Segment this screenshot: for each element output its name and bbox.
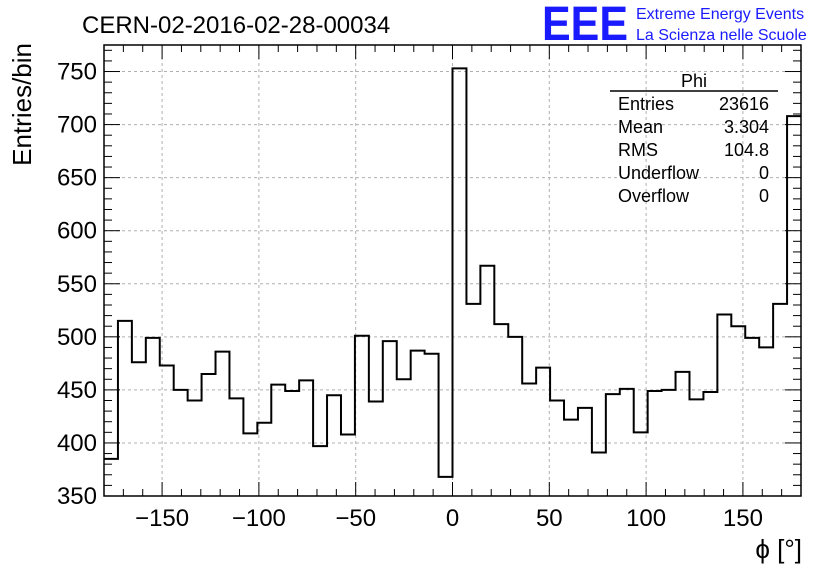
x-tick-label: 50 [536,505,563,532]
histogram-bins [104,68,801,496]
y-tick-label: 550 [57,271,97,298]
histogram-bin [174,390,188,496]
logo-mark: EEE [542,0,628,51]
histogram-bin [216,352,230,496]
histogram-bin [494,324,508,496]
x-tick-label: −100 [232,505,286,532]
histogram-bin [271,385,285,496]
y-tick-label: 400 [57,430,97,457]
histogram-bin [731,326,745,496]
histogram-bin [299,380,313,496]
histogram-bin [745,338,759,496]
stats-label: Underflow [618,163,700,183]
logo-line-1: Extreme Energy Events [636,6,804,23]
histogram-bin [285,391,299,496]
histogram-bin [787,116,801,496]
histogram-bin [620,389,634,496]
histogram-bin [439,477,453,496]
histogram-bin [662,390,676,496]
histogram-bin [592,452,606,496]
stats-value: 3.304 [724,117,769,137]
y-tick-labels: 350 400 450 500 550 600 650 700 750 [57,59,97,510]
y-tick-label: 600 [57,218,97,245]
histogram-line [104,67,801,478]
histogram-bin [132,362,146,496]
x-tick-labels: −150 −100 −50 0 50 100 150 [135,505,763,532]
histogram-bin [229,398,243,496]
stats-title: Phi [681,71,707,91]
histogram-bin [425,354,439,496]
stats-value: 23616 [719,94,769,114]
histogram-bin [689,399,703,496]
histogram-bin [202,374,216,496]
x-tick-label: 100 [626,505,666,532]
y-axis-title: Entries/bin [7,43,37,166]
histogram-bin [160,365,174,496]
y-tick-label: 750 [57,59,97,86]
x-tick-label: 0 [446,505,459,532]
histogram-bin [508,337,522,496]
histogram-bin [634,432,648,496]
histogram-bin [648,391,662,496]
stats-label: Mean [618,117,663,137]
histogram-bin [327,395,341,496]
stats-box: Phi Entries 23616 Mean 3.304 RMS 104.8 Underfl… [610,71,778,206]
histogram-bin [355,336,369,496]
histogram-bin [369,402,383,496]
histogram-bin [466,304,480,496]
stats-label: Entries [618,94,674,114]
stats-value: 0 [759,186,769,206]
histogram-bin [578,408,592,496]
x-axis-title: ϕ [°] [755,534,802,564]
stats-value: 0 [759,163,769,183]
stats-label: Overflow [618,186,690,206]
histogram-bin [773,304,787,496]
histogram-bin [759,347,773,496]
histogram-bin [257,423,271,496]
stats-value: 104.8 [724,140,769,160]
histogram-bin [341,434,355,496]
histogram-bin [606,394,620,496]
histogram-bin [243,433,257,496]
eee-logo: EEE Extreme Energy Events La Scienza nel… [542,0,807,51]
histogram-bin [717,315,731,496]
histogram-bin [550,400,564,496]
y-tick-label: 500 [57,324,97,351]
histogram-bin [411,351,425,496]
histogram-bin [480,266,494,496]
x-tick-label: 150 [723,505,763,532]
histogram-bin [383,341,397,496]
stats-label: RMS [618,140,658,160]
histogram-bin [118,321,132,496]
y-tick-label: 450 [57,377,97,404]
histogram-bin [397,379,411,496]
histogram-bin [453,68,467,496]
histogram-bin [536,368,550,496]
y-tick-label: 650 [57,165,97,192]
histogram-bin [676,372,690,496]
histogram-bin [703,392,717,496]
chart-title: CERN-02-2016-02-28-00034 [82,12,390,39]
x-tick-label: −150 [135,505,189,532]
logo-line-2: La Scienza nelle Scuole [636,27,807,44]
histogram-bin [188,400,202,496]
histogram-bin [313,446,327,496]
axis-ticks [103,45,802,497]
histogram-bin [146,338,160,496]
y-tick-label: 350 [57,483,97,510]
x-tick-label: −50 [335,505,376,532]
histogram-bin [522,384,536,496]
y-tick-label: 700 [57,112,97,139]
histogram-bin [564,420,578,496]
